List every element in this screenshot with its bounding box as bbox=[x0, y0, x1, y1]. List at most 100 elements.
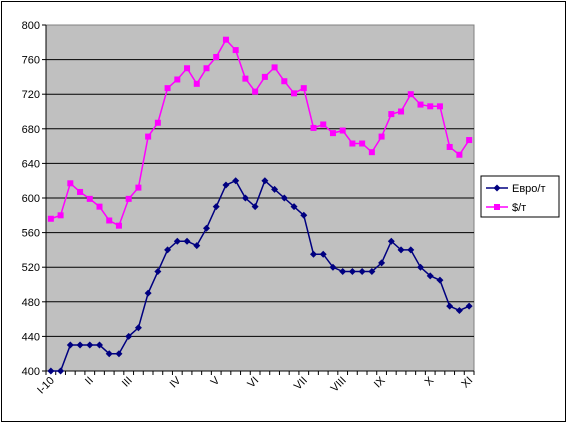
data-point bbox=[407, 91, 414, 98]
data-point bbox=[47, 215, 54, 222]
data-point bbox=[154, 119, 161, 126]
data-point bbox=[378, 133, 385, 140]
data-point bbox=[241, 194, 249, 202]
data-point bbox=[359, 140, 366, 147]
data-point bbox=[427, 103, 434, 110]
data-point bbox=[320, 121, 327, 128]
data-point bbox=[232, 47, 239, 54]
y-tick-label: 640 bbox=[22, 158, 40, 170]
data-point bbox=[339, 127, 346, 134]
y-axis: 400 440 480 520 560 600 640 680 720 760 800 bbox=[22, 20, 47, 378]
data-point bbox=[387, 237, 395, 245]
data-point bbox=[397, 246, 405, 254]
data-point bbox=[271, 185, 279, 193]
y-tick-label: 720 bbox=[22, 89, 40, 101]
series-group bbox=[47, 36, 473, 375]
data-point bbox=[281, 78, 288, 85]
data-point bbox=[222, 181, 230, 189]
data-point bbox=[66, 341, 74, 349]
y-tick-label: 600 bbox=[22, 193, 40, 205]
y-tick-label: 440 bbox=[22, 331, 40, 343]
data-point bbox=[203, 224, 210, 232]
data-point bbox=[271, 64, 278, 71]
data-point bbox=[310, 124, 317, 131]
data-point bbox=[465, 302, 473, 310]
data-point bbox=[67, 180, 74, 187]
data-point bbox=[135, 184, 142, 191]
data-point bbox=[466, 137, 473, 144]
data-point bbox=[76, 341, 84, 349]
y-tick-label: 400 bbox=[22, 366, 40, 378]
y-tick-label: 800 bbox=[22, 20, 40, 32]
data-point bbox=[115, 350, 123, 358]
data-point bbox=[203, 65, 210, 72]
data-point bbox=[47, 367, 55, 375]
data-point bbox=[57, 367, 65, 375]
legend-marker-2 bbox=[494, 204, 500, 210]
y-tick-label: 520 bbox=[22, 262, 40, 274]
legend-label-1: Евро/т bbox=[512, 183, 546, 195]
data-point bbox=[164, 246, 172, 254]
data-point bbox=[348, 268, 356, 276]
data-point bbox=[86, 195, 93, 202]
data-point bbox=[436, 103, 443, 110]
legend-box bbox=[480, 175, 560, 218]
data-point bbox=[213, 54, 220, 61]
data-point bbox=[145, 133, 152, 140]
data-point bbox=[290, 203, 298, 211]
data-point bbox=[154, 268, 162, 276]
data-point bbox=[242, 75, 249, 82]
data-point bbox=[310, 250, 317, 258]
data-point bbox=[319, 250, 327, 258]
data-point bbox=[339, 268, 347, 276]
data-point bbox=[77, 188, 84, 195]
data-point bbox=[261, 177, 269, 185]
data-point bbox=[96, 203, 103, 210]
data-point bbox=[106, 217, 113, 224]
legend-marker-1 bbox=[493, 184, 501, 192]
data-point bbox=[329, 130, 336, 137]
y-tick-label: 680 bbox=[22, 124, 40, 136]
data-point bbox=[426, 272, 434, 280]
data-point bbox=[212, 203, 220, 211]
y-tick-label: 760 bbox=[22, 55, 40, 67]
data-point bbox=[456, 151, 463, 158]
data-point bbox=[291, 90, 298, 97]
data-point bbox=[173, 237, 181, 245]
data-point bbox=[358, 268, 366, 276]
data-point bbox=[57, 212, 64, 219]
data-point bbox=[251, 203, 259, 211]
data-point bbox=[134, 324, 142, 332]
data-point bbox=[184, 65, 191, 72]
legend-label-2: $/т bbox=[512, 202, 526, 214]
data-point bbox=[222, 36, 229, 43]
data-point bbox=[446, 143, 453, 150]
data-point bbox=[446, 302, 454, 310]
data-point bbox=[164, 85, 171, 92]
data-point bbox=[378, 259, 386, 267]
data-point bbox=[455, 306, 463, 314]
data-point bbox=[125, 195, 132, 202]
data-point bbox=[436, 276, 444, 284]
data-point bbox=[329, 263, 337, 271]
data-point bbox=[261, 73, 268, 80]
data-point bbox=[368, 268, 376, 276]
data-point bbox=[144, 289, 152, 297]
data-point bbox=[115, 222, 122, 229]
data-point bbox=[252, 88, 259, 95]
data-point bbox=[417, 263, 424, 271]
data-point bbox=[193, 80, 200, 87]
data-point bbox=[105, 350, 113, 358]
data-point bbox=[86, 341, 94, 349]
data-point bbox=[96, 341, 103, 349]
y-tick-label: 480 bbox=[22, 297, 40, 309]
data-point bbox=[232, 177, 240, 185]
data-point bbox=[407, 246, 415, 254]
data-point bbox=[368, 149, 375, 156]
data-point bbox=[174, 76, 181, 83]
legend: Евро/т $/т bbox=[480, 175, 560, 218]
data-point bbox=[300, 85, 307, 92]
y-tick-label: 560 bbox=[22, 228, 40, 240]
